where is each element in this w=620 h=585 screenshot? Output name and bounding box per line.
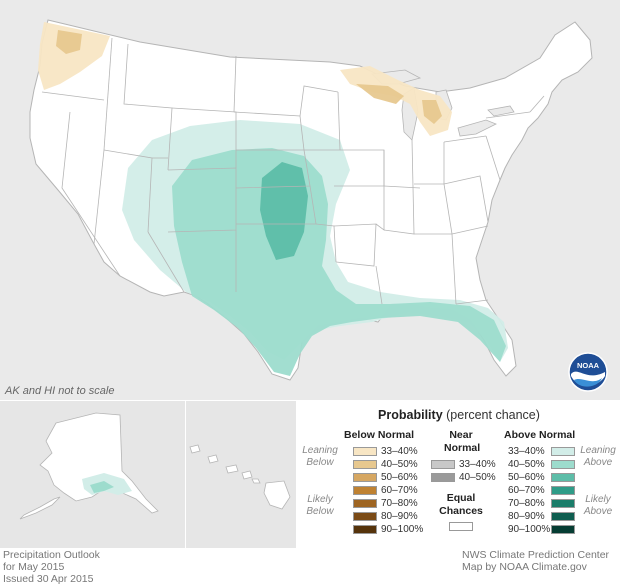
footer-outlook-period: for May 2015 bbox=[3, 561, 65, 573]
above-33-40-swatch bbox=[551, 447, 575, 456]
near-33-40-swatch bbox=[431, 460, 455, 469]
below-70-80-label: 70–80% bbox=[381, 498, 418, 509]
near-40-50-label: 40–50% bbox=[459, 472, 496, 483]
above-33-40-label: 33–40% bbox=[508, 446, 545, 457]
state-boundaries bbox=[41, 37, 545, 305]
below-normal-40-50-region-pacific-nw bbox=[56, 30, 82, 54]
above-50-60-swatch bbox=[551, 473, 575, 482]
below-normal-40-50-region-great-lakes bbox=[356, 84, 442, 124]
above-80-90-label: 80–90% bbox=[508, 511, 545, 522]
leaning-below-label-line2: Below bbox=[306, 457, 334, 468]
below-70-80-swatch bbox=[353, 499, 377, 508]
hawaii-inset bbox=[186, 401, 296, 548]
below-80-90-swatch bbox=[353, 512, 377, 521]
below-normal-heading: Below Normal bbox=[344, 429, 415, 441]
footer-credit-climate-gov: Map by NOAA Climate.gov bbox=[462, 561, 587, 573]
above-40-50-label: 40–50% bbox=[508, 459, 545, 470]
alaska-inset bbox=[0, 401, 185, 548]
likely-above-label: Likely Above bbox=[576, 494, 620, 518]
scale-note: AK and HI not to scale bbox=[4, 385, 114, 397]
equal-chances-heading: Equal Chances bbox=[436, 492, 486, 518]
near-normal-heading: Near Normal bbox=[444, 429, 481, 455]
legend-title: Probability (percent chance) bbox=[298, 408, 620, 422]
above-normal-heading: Above Normal bbox=[504, 429, 576, 441]
equal-chances-heading-line2: Chances bbox=[439, 505, 483, 517]
below-60-70-label: 60–70% bbox=[381, 485, 418, 496]
below-50-60-swatch bbox=[353, 473, 377, 482]
footer-right: NWS Climate Prediction Center Map by NOA… bbox=[462, 549, 609, 573]
leaning-below-label-line1: Leaning bbox=[302, 445, 338, 456]
above-90-100-swatch bbox=[551, 525, 575, 534]
alaska-peninsula bbox=[19, 496, 61, 520]
leaning-above-label-line2: Above bbox=[583, 457, 613, 468]
near-40-50-swatch bbox=[431, 473, 455, 482]
below-normal-region-great-lakes bbox=[340, 66, 452, 136]
likely-below-label: Likely Below bbox=[298, 494, 342, 518]
near-normal-heading-line2: Normal bbox=[444, 442, 481, 454]
likely-above-label-line1: Likely bbox=[585, 494, 611, 505]
legend-title-bold: Probability bbox=[378, 408, 443, 422]
likely-below-label-line1: Likely bbox=[307, 494, 333, 505]
hawaii-islands bbox=[189, 444, 291, 510]
alaska-above-normal-40-50 bbox=[90, 481, 114, 493]
above-80-90-swatch bbox=[551, 512, 575, 521]
above-70-80-label: 70–80% bbox=[508, 498, 545, 509]
leaning-above-label: Leaning Above bbox=[576, 445, 620, 469]
footer-credit-cpc: NWS Climate Prediction Center bbox=[462, 549, 610, 561]
above-50-60-label: 50–60% bbox=[508, 472, 545, 483]
below-90-100-swatch bbox=[353, 525, 377, 534]
near-normal-heading-line1: Near bbox=[449, 429, 473, 441]
legend-title-rest: (percent chance) bbox=[446, 408, 540, 422]
below-33-40-swatch bbox=[353, 447, 377, 456]
below-normal-region-pacific-nw bbox=[38, 22, 110, 90]
below-80-90-label: 80–90% bbox=[381, 511, 418, 522]
noaa-logo-text: NOAA bbox=[577, 361, 600, 370]
likely-above-label-line2: Above bbox=[583, 506, 613, 517]
equal-chances-heading-line1: Equal bbox=[446, 492, 476, 504]
legend: Probability (percent chance) Below Norma… bbox=[298, 401, 620, 548]
below-40-50-label: 40–50% bbox=[381, 459, 418, 470]
conus-map: AK and HI not to scale NOAA bbox=[0, 0, 620, 400]
equal-chances-swatch bbox=[449, 522, 473, 531]
footer-outlook-title: Precipitation Outlook bbox=[3, 549, 100, 561]
alaska-inset-svg bbox=[19, 412, 159, 520]
above-60-70-swatch bbox=[551, 486, 575, 495]
above-40-50-swatch bbox=[551, 460, 575, 469]
likely-below-label-line2: Below bbox=[306, 506, 334, 517]
leaning-below-label: Leaning Below bbox=[298, 445, 342, 469]
above-90-100-label: 90–100% bbox=[508, 524, 551, 535]
near-33-40-label: 33–40% bbox=[459, 459, 496, 470]
leaning-above-label-line1: Leaning bbox=[580, 445, 616, 456]
footer-left: Precipitation Outlook for May 2015 Issue… bbox=[3, 549, 100, 585]
below-33-40-label: 33–40% bbox=[381, 446, 418, 457]
footer-issue-date: Issued 30 Apr 2015 bbox=[3, 573, 94, 585]
hawaii-inset-svg bbox=[189, 444, 291, 510]
above-70-80-swatch bbox=[551, 499, 575, 508]
below-60-70-swatch bbox=[353, 486, 377, 495]
above-60-70-label: 60–70% bbox=[508, 485, 545, 496]
conus-map-svg: AK and HI not to scale bbox=[4, 19, 593, 397]
above-normal-40-50-region bbox=[172, 148, 506, 376]
below-40-50-swatch bbox=[353, 460, 377, 469]
noaa-logo-icon: NOAA bbox=[568, 352, 608, 392]
below-50-60-label: 50–60% bbox=[381, 472, 418, 483]
below-90-100-label: 90–100% bbox=[381, 524, 424, 535]
